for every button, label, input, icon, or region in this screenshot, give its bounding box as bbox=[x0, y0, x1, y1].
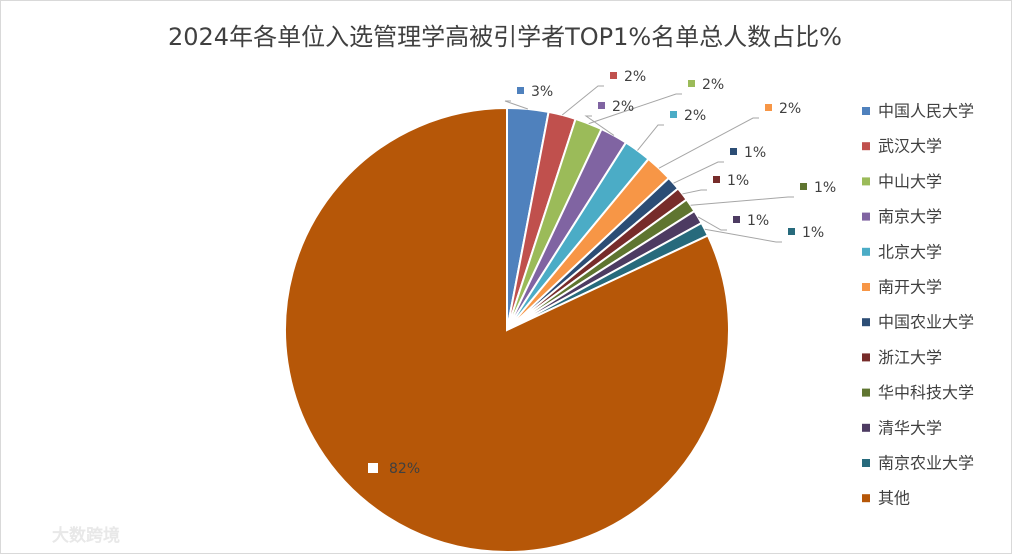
label-key bbox=[598, 102, 605, 109]
legend-key bbox=[862, 318, 870, 327]
legend-key bbox=[862, 177, 870, 186]
legend-key bbox=[862, 494, 870, 503]
legend-key bbox=[862, 388, 870, 397]
legend-key bbox=[862, 423, 870, 432]
legend-label: 华中科技大学 bbox=[878, 383, 974, 402]
leader-line bbox=[690, 196, 794, 206]
legend-key bbox=[862, 283, 870, 291]
legend-label: 北京大学 bbox=[878, 242, 942, 261]
legend-key bbox=[862, 459, 870, 467]
data-label: 2% bbox=[624, 69, 646, 85]
leader-line bbox=[561, 85, 604, 116]
data-label: 82% bbox=[389, 461, 420, 477]
label-key bbox=[788, 228, 795, 235]
legend-key bbox=[862, 107, 870, 115]
leader-line bbox=[637, 124, 664, 151]
legend-key bbox=[862, 212, 870, 221]
label-key bbox=[610, 72, 617, 79]
data-label: 2% bbox=[612, 99, 634, 115]
leader-line bbox=[697, 216, 727, 231]
label-key bbox=[730, 148, 737, 155]
legend-label: 中山大学 bbox=[878, 172, 942, 191]
data-label: 2% bbox=[702, 77, 724, 93]
legend-label: 南京大学 bbox=[878, 207, 942, 226]
label-key bbox=[517, 87, 524, 94]
data-label: 1% bbox=[744, 145, 766, 161]
legend-label: 武汉大学 bbox=[878, 137, 942, 156]
pie-slice bbox=[284, 106, 730, 553]
label-key bbox=[670, 111, 677, 118]
legend-label: 中国农业大学 bbox=[878, 313, 974, 332]
data-label: 1% bbox=[814, 180, 836, 196]
legend-key bbox=[862, 353, 870, 362]
chart-title: 2024年各单位入选管理学高被引学者TOP1%名单总人数占比% bbox=[168, 23, 842, 51]
leader-line bbox=[658, 117, 759, 169]
legend-label: 中国人民大学 bbox=[878, 102, 974, 121]
legend-label: 南京农业大学 bbox=[878, 454, 974, 473]
data-label: 1% bbox=[802, 225, 824, 241]
data-label: 3% bbox=[531, 84, 553, 100]
label-key bbox=[368, 463, 378, 473]
label-key bbox=[713, 176, 720, 183]
data-label: 1% bbox=[747, 213, 769, 229]
leader-line bbox=[504, 100, 529, 110]
data-label: 2% bbox=[779, 101, 801, 117]
label-key bbox=[368, 463, 378, 473]
label-key bbox=[800, 183, 807, 190]
watermark: 大数跨境 bbox=[52, 525, 120, 546]
label-key bbox=[765, 104, 772, 111]
leader-line bbox=[584, 115, 615, 136]
legend-key bbox=[862, 142, 870, 151]
leader-line bbox=[588, 93, 682, 125]
label-key bbox=[688, 80, 695, 87]
legend-label: 南开大学 bbox=[878, 278, 942, 297]
legend-label: 清华大学 bbox=[878, 418, 942, 437]
leader-line bbox=[673, 161, 724, 184]
label-key bbox=[733, 216, 740, 223]
data-label: 1% bbox=[727, 173, 749, 189]
legend-label: 其他 bbox=[878, 489, 910, 508]
leader-line bbox=[704, 228, 782, 243]
leader-line bbox=[682, 189, 707, 195]
legend-key bbox=[862, 247, 870, 256]
data-label: 2% bbox=[684, 108, 706, 124]
legend-label: 浙江大学 bbox=[878, 348, 942, 367]
